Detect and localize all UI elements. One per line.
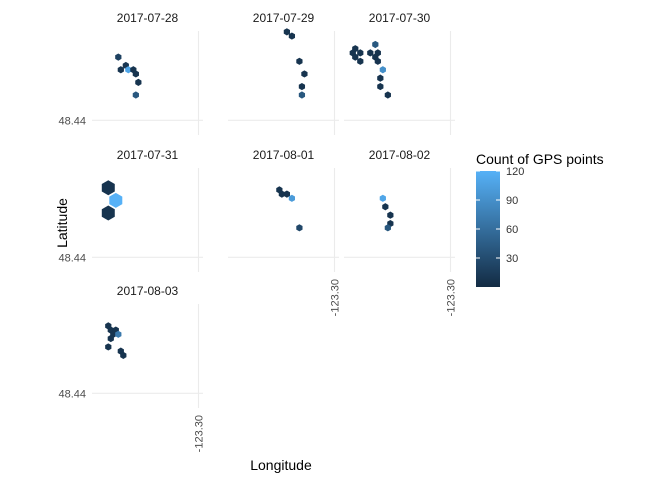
hexbin-cell (384, 224, 391, 232)
hexbin-cell (367, 49, 374, 57)
facet-strip-label: 2017-07-29 (253, 11, 315, 25)
facet-strip-label: 2017-07-31 (117, 148, 179, 162)
hexbin-cell (107, 334, 114, 343)
hexbin-cell (132, 91, 139, 99)
legend-tick-label: 30 (506, 253, 518, 265)
hexbin-cell (296, 57, 303, 65)
color-legend: Count of GPS points 30 60 90 120 (476, 151, 604, 287)
hexbin-cell (377, 74, 384, 82)
facet-strip-label: 2017-08-01 (253, 148, 315, 162)
panels: 2017-07-28 48.44 2017-07-29 2017-07-30 2017-… (58, 11, 457, 452)
hexbin-cell (384, 91, 391, 99)
hexbin-cell (101, 205, 115, 221)
hexbin-cell (115, 330, 122, 338)
hexbin-cell (296, 224, 303, 232)
facet-panel: 2017-08-01 -123.30 (228, 148, 341, 316)
y-tick-label: 48.44 (58, 115, 86, 127)
legend-tick-label: 90 (506, 195, 518, 207)
hexbin-cell (101, 180, 115, 196)
hexbin-cell (109, 192, 123, 208)
legend-tick-label: 60 (506, 224, 518, 236)
hexbin-cell (120, 351, 127, 359)
hexbin-cell (352, 53, 359, 61)
facet-strip-label: 2017-07-28 (117, 11, 179, 25)
hexbin-cell (288, 32, 296, 40)
hexbin-cell (387, 211, 394, 219)
facet-panel: 2017-08-03 48.44 -123.30 (58, 284, 205, 452)
hexbin-cell (278, 190, 285, 198)
legend-tick-label: 120 (506, 166, 524, 178)
hexbin-cell (372, 40, 379, 49)
hexbin-cell (298, 82, 306, 91)
hexbin-cell (132, 70, 139, 78)
x-tick-label: -123.30 (445, 279, 457, 316)
hexbin-cell (298, 91, 306, 99)
x-axis-title: Longitude (250, 457, 312, 473)
facet-panel: 2017-07-28 48.44 (58, 11, 203, 135)
facet-strip-label: 2017-08-02 (369, 148, 431, 162)
hexbin-cell (117, 66, 124, 74)
hexbin-cell (301, 70, 308, 78)
y-tick-label: 48.44 (58, 388, 86, 400)
hexbin-cell (288, 194, 296, 202)
x-tick-label: -123.30 (193, 415, 205, 452)
y-axis-title: Latitude (54, 198, 70, 248)
facet-strip-label: 2017-07-30 (369, 11, 431, 25)
hexbin-cell (357, 49, 364, 57)
hexbin-cell (283, 28, 290, 36)
facet-panel: 2017-07-29 (228, 11, 339, 135)
hexbin-cell (379, 194, 386, 202)
facet-panel: 2017-08-02 -123.30 (344, 148, 457, 316)
hexbin-cell (374, 57, 381, 65)
legend-title: Count of GPS points (476, 151, 604, 167)
hexbin-cell (135, 78, 142, 86)
facet-panel: 2017-07-31 48.44 (58, 148, 203, 272)
hexbin-cell (105, 343, 112, 351)
hexbin-cell (352, 45, 359, 53)
hexbin-cell (382, 203, 389, 211)
legend-ticks: 30 60 90 120 (476, 166, 524, 265)
facet-panel: 2017-07-30 (344, 11, 455, 135)
facet-strip-label: 2017-08-03 (117, 284, 179, 298)
hexbin-cell (115, 53, 122, 61)
x-tick-label: -123.30 (329, 279, 341, 316)
hexbin-cell (377, 82, 384, 91)
y-tick-label: 48.44 (58, 252, 86, 264)
hexbin-cell (283, 190, 290, 198)
hexbin-cell (379, 66, 386, 74)
hexbin-cell (125, 66, 132, 74)
hexbin-cell (357, 57, 364, 65)
